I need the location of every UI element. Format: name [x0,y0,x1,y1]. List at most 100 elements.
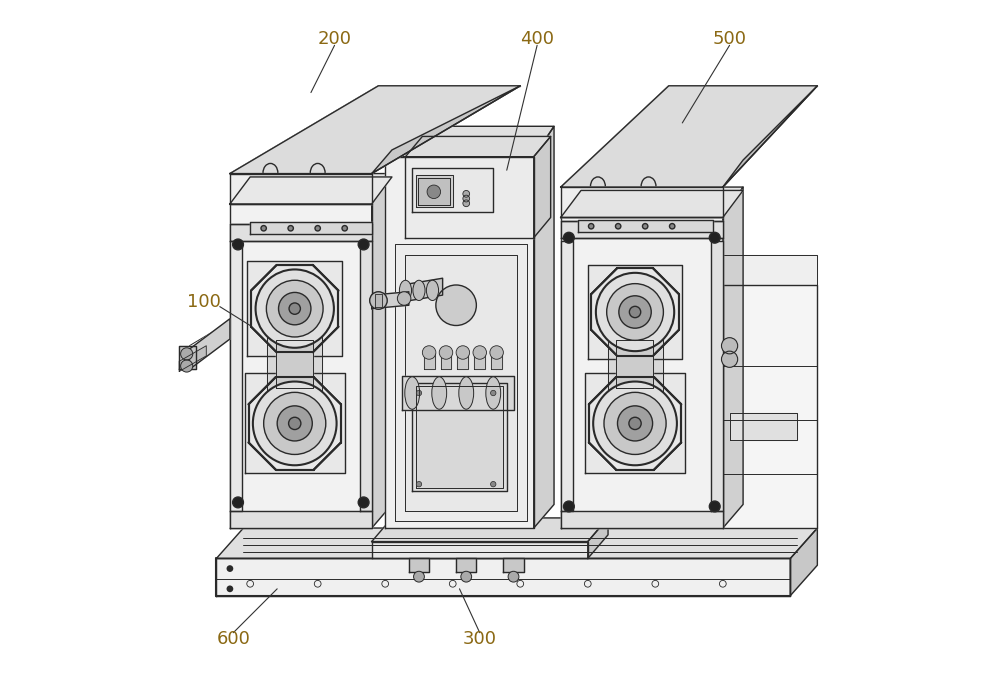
Circle shape [607,283,663,340]
Polygon shape [561,511,723,528]
Polygon shape [216,528,817,559]
Circle shape [261,226,266,231]
Polygon shape [402,278,443,302]
Polygon shape [230,174,392,204]
Circle shape [563,233,574,243]
Circle shape [439,346,453,359]
Polygon shape [578,220,713,233]
Circle shape [473,346,486,359]
Polygon shape [385,157,534,528]
Circle shape [358,497,369,508]
Polygon shape [561,218,723,528]
Polygon shape [360,241,372,511]
Polygon shape [418,178,450,205]
Circle shape [721,338,738,354]
Polygon shape [409,559,429,572]
Polygon shape [412,383,507,491]
Circle shape [277,406,312,441]
Polygon shape [247,261,342,356]
Circle shape [617,406,653,441]
Circle shape [414,572,424,582]
Circle shape [233,239,243,250]
Polygon shape [189,319,230,370]
Polygon shape [395,245,527,521]
Polygon shape [245,374,345,473]
Polygon shape [561,191,743,218]
Circle shape [289,303,300,315]
Circle shape [436,285,476,325]
Polygon shape [416,386,503,487]
Circle shape [491,481,496,487]
Polygon shape [230,204,372,528]
Circle shape [563,501,574,512]
Circle shape [370,292,387,309]
Polygon shape [405,255,517,511]
Polygon shape [723,255,817,285]
Polygon shape [711,241,723,511]
Polygon shape [424,353,435,370]
Circle shape [461,572,472,582]
Circle shape [181,360,193,372]
Polygon shape [179,346,206,372]
Circle shape [596,273,674,351]
Circle shape [615,224,621,229]
Circle shape [629,417,641,430]
Polygon shape [561,187,743,218]
Text: 600: 600 [216,631,250,648]
Polygon shape [216,559,790,595]
Polygon shape [456,559,476,572]
Ellipse shape [426,280,439,300]
Polygon shape [372,292,409,308]
Circle shape [416,391,422,396]
Circle shape [604,393,666,454]
Ellipse shape [405,377,420,410]
Circle shape [709,501,720,512]
Polygon shape [372,518,608,542]
Polygon shape [375,294,382,306]
Polygon shape [441,353,451,370]
Polygon shape [608,329,663,397]
Polygon shape [372,86,520,174]
Polygon shape [588,264,682,359]
Polygon shape [405,157,534,238]
Circle shape [422,346,436,359]
Polygon shape [457,353,468,370]
Circle shape [669,224,675,229]
Circle shape [266,280,323,337]
Polygon shape [474,353,485,370]
Circle shape [593,382,677,465]
Polygon shape [412,168,493,212]
Circle shape [588,224,594,229]
Circle shape [463,200,470,207]
Text: 100: 100 [187,293,221,311]
Circle shape [342,226,347,231]
Circle shape [227,565,233,572]
Circle shape [490,346,503,359]
Polygon shape [616,340,653,388]
Text: 500: 500 [713,30,747,47]
Polygon shape [276,340,313,388]
Polygon shape [534,126,554,528]
Polygon shape [230,241,242,511]
Polygon shape [561,86,817,187]
Text: 400: 400 [520,30,554,47]
Polygon shape [230,177,392,204]
Polygon shape [179,346,196,370]
Circle shape [456,346,470,359]
Polygon shape [723,285,817,528]
Polygon shape [723,187,743,528]
Text: 200: 200 [318,30,352,47]
Circle shape [491,391,496,396]
Polygon shape [372,174,392,528]
Polygon shape [230,86,520,174]
Text: 300: 300 [463,631,497,648]
Ellipse shape [459,377,474,410]
Polygon shape [561,187,723,218]
Ellipse shape [432,377,447,410]
Circle shape [279,292,311,325]
Polygon shape [230,511,372,528]
Polygon shape [730,414,797,440]
Polygon shape [405,136,551,157]
Polygon shape [534,136,551,238]
Circle shape [427,185,441,199]
